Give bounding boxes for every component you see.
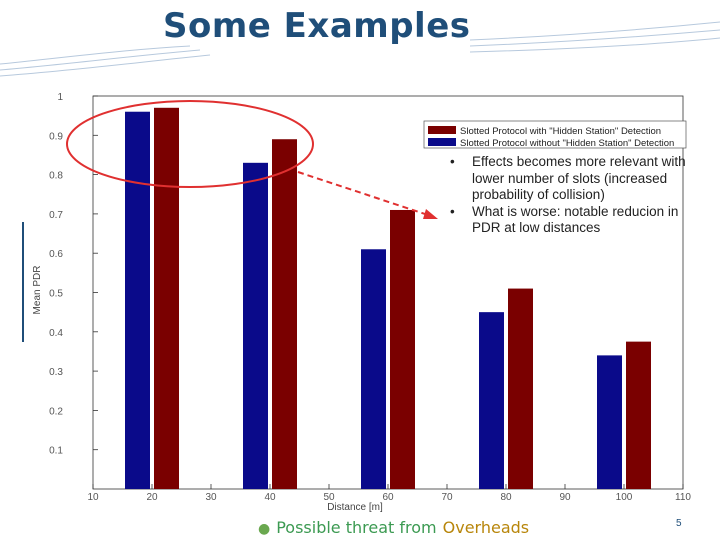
highlight-ellipse [66, 100, 314, 188]
annotation-list: • Effects becomes more relevant with low… [447, 154, 703, 237]
footer-bullet: ● Possible threat from Overheads [258, 518, 529, 537]
x-tick-label: 20 [146, 492, 158, 503]
bar-without-detection-60 [361, 249, 386, 489]
bullet: • [450, 203, 455, 219]
bar-without-detection-100 [597, 355, 622, 489]
x-tick-label: 40 [264, 492, 276, 503]
bar-with-detection-100 [626, 341, 651, 489]
x-tick-label: 70 [441, 492, 453, 503]
y-tick-label: 0.1 [49, 446, 63, 457]
y-axis-label: Mean PDR [32, 266, 43, 315]
legend-box [423, 120, 687, 149]
y-tick-label: 0.9 [49, 131, 63, 142]
footer-highlight: Overheads [442, 518, 530, 537]
y-tick-label: 0.2 [49, 406, 63, 417]
annotation-item: • Effects becomes more relevant with low… [447, 154, 703, 204]
y-tick-label: 1 [57, 92, 63, 103]
legend-swatch [428, 126, 456, 134]
legend-label: Slotted Protocol with "Hidden Station" D… [460, 126, 661, 137]
annotation-text: What is worse: notable reducion in PDR a… [472, 203, 679, 236]
x-tick-label: 90 [559, 492, 571, 503]
y-tick-label: 0.5 [49, 289, 63, 300]
x-tick-label: 80 [500, 492, 512, 503]
x-tick-label: 110 [675, 492, 691, 503]
footer-text: Possible threat from [276, 518, 437, 537]
y-tick-label: 0.8 [49, 171, 63, 182]
annotation-text: Effects becomes more relevant with lower… [472, 154, 686, 202]
legend: Slotted Protocol with "Hidden Station" D… [423, 120, 687, 149]
x-tick-label: 30 [205, 492, 217, 503]
arrow-head [423, 209, 438, 219]
x-tick-label: 100 [616, 492, 633, 503]
y-tick-label: 0.3 [49, 367, 63, 378]
bar-with-detection-40 [272, 139, 297, 490]
x-tick-label: 60 [382, 492, 394, 503]
y-tick-label: 0.7 [49, 210, 63, 221]
x-tick-label: 10 [87, 492, 99, 503]
slide-number: 5 [676, 518, 682, 529]
x-tick-label: 50 [323, 492, 335, 503]
bar-without-detection-20 [125, 111, 150, 489]
bar-without-detection-80 [479, 312, 504, 489]
annotation-item: • What is worse: notable reducion in PDR… [447, 204, 703, 237]
highlight-arrow [297, 171, 429, 216]
bar-with-detection-80 [508, 288, 533, 489]
bullet: • [450, 154, 455, 169]
y-tick-label: 0.6 [49, 249, 63, 260]
legend-label: Slotted Protocol without "Hidden Station… [460, 138, 674, 149]
bullet-dot: ● [258, 521, 271, 537]
x-axis-label: Distance [m] [327, 502, 383, 513]
legend-swatch [428, 138, 456, 146]
bar-with-detection-60 [390, 209, 415, 489]
bar-without-detection-40 [243, 162, 268, 489]
bar-with-detection-20 [154, 107, 179, 489]
y-tick-label: 0.4 [49, 328, 63, 339]
slide-title: Some Examples [163, 6, 471, 46]
